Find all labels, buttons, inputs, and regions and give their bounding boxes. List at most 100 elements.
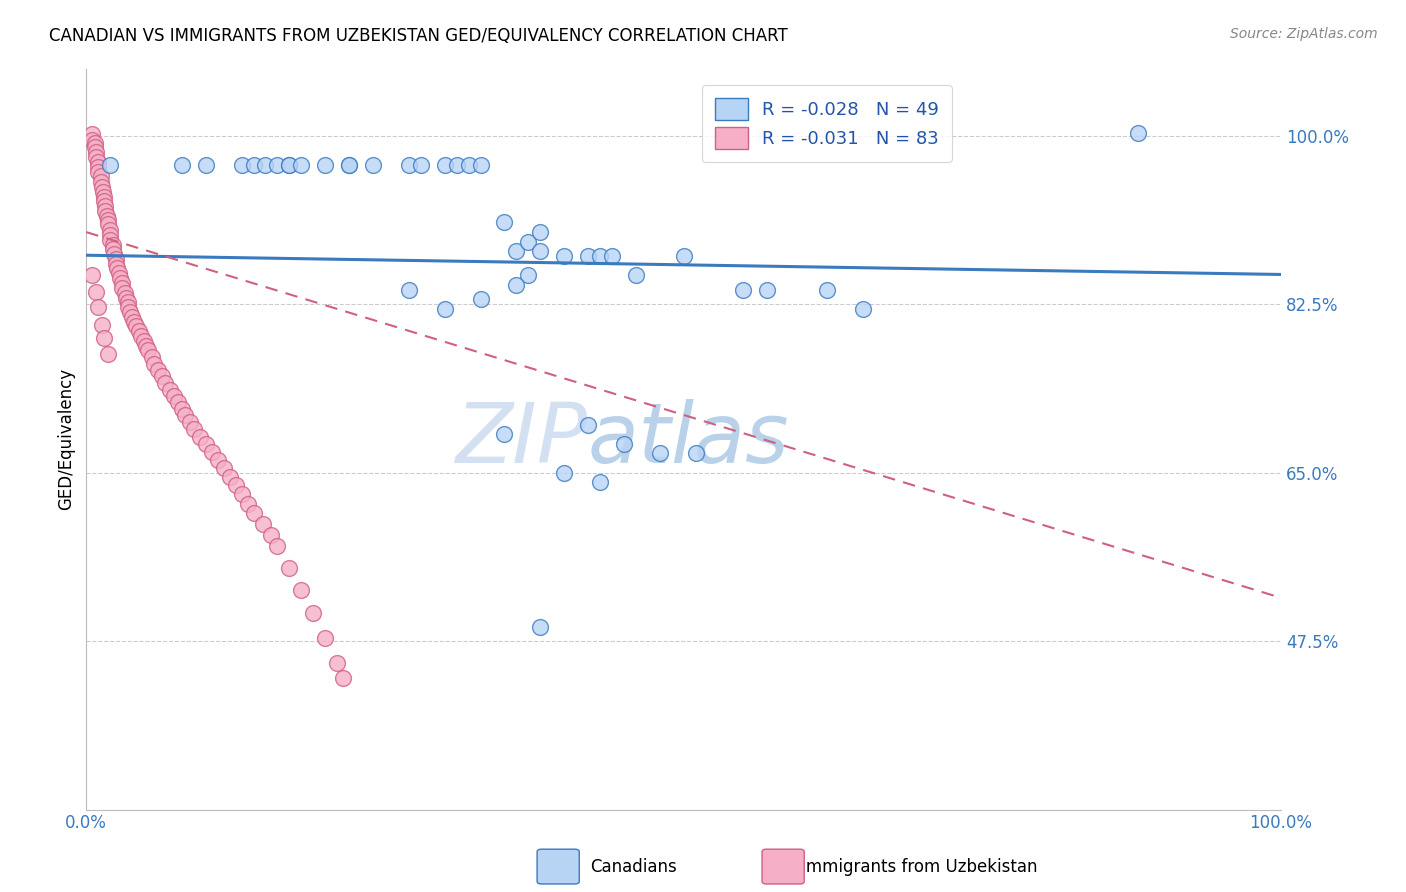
Point <box>529 225 551 239</box>
Point <box>146 363 169 377</box>
Point <box>236 496 259 510</box>
Point <box>188 430 211 444</box>
Point <box>105 257 128 271</box>
Point <box>505 278 527 293</box>
Point <box>87 154 110 169</box>
Point <box>576 249 599 263</box>
Point <box>83 140 105 154</box>
Point <box>314 158 336 172</box>
Point <box>107 266 129 280</box>
Point <box>260 528 283 542</box>
Point <box>90 169 112 184</box>
Point <box>97 212 120 227</box>
Point <box>553 249 575 263</box>
Point <box>648 446 671 460</box>
Point <box>218 469 240 483</box>
Point <box>194 158 217 172</box>
Point <box>103 247 125 261</box>
Point <box>494 215 516 229</box>
Point <box>98 227 121 242</box>
Point <box>517 268 540 283</box>
Point <box>278 158 301 172</box>
Point <box>108 271 131 285</box>
Point <box>254 158 277 172</box>
Point <box>129 329 152 343</box>
Point <box>93 189 115 203</box>
Point <box>505 244 527 259</box>
Point <box>685 446 707 460</box>
Point <box>517 235 540 249</box>
Point <box>170 158 193 172</box>
Point <box>125 319 148 334</box>
Y-axis label: GED/Equivalency: GED/Equivalency <box>58 368 75 510</box>
Point <box>290 583 312 598</box>
Point <box>433 158 456 172</box>
Point <box>201 444 224 458</box>
Point <box>98 158 121 172</box>
Point <box>266 158 288 172</box>
Point <box>278 561 301 575</box>
Point <box>138 343 160 358</box>
Point <box>105 260 128 275</box>
Point <box>302 606 325 620</box>
Point <box>82 133 104 147</box>
Point <box>90 175 112 189</box>
Point <box>624 268 647 283</box>
Point <box>93 331 115 345</box>
Point <box>494 427 516 442</box>
Point <box>141 350 163 364</box>
Point <box>756 283 779 297</box>
Point <box>529 244 551 259</box>
Point <box>361 158 384 172</box>
Point <box>446 158 468 172</box>
Point <box>167 395 190 409</box>
Point <box>600 249 623 263</box>
Text: CANADIAN VS IMMIGRANTS FROM UZBEKISTAN GED/EQUIVALENCY CORRELATION CHART: CANADIAN VS IMMIGRANTS FROM UZBEKISTAN G… <box>49 27 787 45</box>
Point <box>97 218 120 232</box>
Point <box>409 158 432 172</box>
Point <box>101 243 124 257</box>
Point <box>576 417 599 432</box>
Point <box>98 223 121 237</box>
Text: Source: ZipAtlas.com: Source: ZipAtlas.com <box>1230 27 1378 41</box>
Point <box>242 506 264 520</box>
Legend: R = -0.028   N = 49, R = -0.031   N = 83: R = -0.028 N = 49, R = -0.031 N = 83 <box>703 85 952 161</box>
Point <box>84 145 107 160</box>
Point <box>114 291 136 305</box>
Point <box>87 165 110 179</box>
Point <box>128 324 150 338</box>
Point <box>589 475 612 490</box>
Point <box>225 478 247 492</box>
Point <box>94 203 117 218</box>
Text: Immigrants from Uzbekistan: Immigrants from Uzbekistan <box>801 858 1038 876</box>
Point <box>672 249 695 263</box>
Point <box>117 295 139 310</box>
Point <box>96 209 118 223</box>
Point <box>91 185 114 199</box>
Point <box>1126 126 1149 140</box>
Point <box>135 339 157 353</box>
Text: atlas: atlas <box>588 399 790 480</box>
Point <box>613 437 636 451</box>
Point <box>170 402 193 417</box>
Point <box>111 281 134 295</box>
Point <box>150 369 173 384</box>
Point <box>326 657 349 671</box>
Point <box>314 632 336 646</box>
Point <box>101 237 124 252</box>
Point <box>162 389 184 403</box>
Point <box>117 300 139 314</box>
Text: ZIP: ZIP <box>456 399 588 480</box>
Point <box>98 233 121 247</box>
Point <box>529 620 551 634</box>
Point <box>153 376 176 391</box>
Point <box>122 315 145 329</box>
Point <box>114 285 136 300</box>
Point <box>266 539 288 553</box>
Point <box>278 158 301 172</box>
Point <box>337 158 360 172</box>
Text: Canadians: Canadians <box>591 858 678 876</box>
Point <box>553 466 575 480</box>
Point <box>174 408 197 422</box>
Point <box>231 487 253 501</box>
